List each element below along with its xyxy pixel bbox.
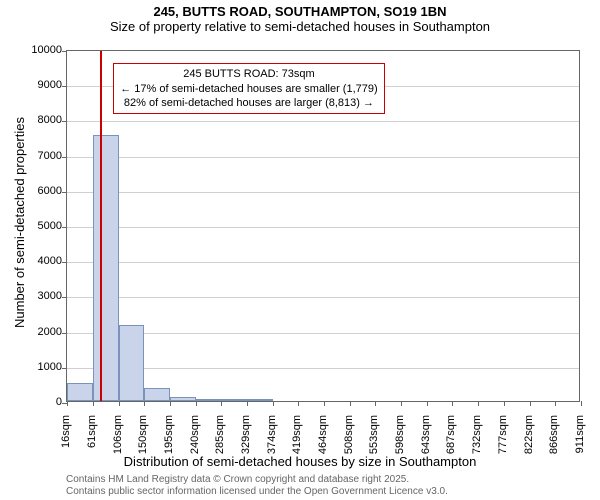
histogram-bar xyxy=(67,383,93,401)
x-tick-label: 61sqm xyxy=(86,415,98,455)
x-tick-mark xyxy=(401,401,402,406)
x-tick-mark xyxy=(350,401,351,406)
x-tick-label: 150sqm xyxy=(137,415,149,455)
y-tick-mark xyxy=(62,227,67,228)
gridline xyxy=(67,157,579,158)
y-tick-label: 1000 xyxy=(38,361,62,373)
histogram-bar xyxy=(196,399,222,401)
x-tick-mark xyxy=(119,401,120,406)
x-tick-mark xyxy=(298,401,299,406)
x-tick-label: 598sqm xyxy=(394,415,406,455)
x-tick-label: 687sqm xyxy=(445,415,457,455)
x-tick-mark xyxy=(144,401,145,406)
x-tick-label: 732sqm xyxy=(471,415,483,455)
y-tick-mark xyxy=(62,86,67,87)
gridline xyxy=(67,192,579,193)
histogram-bar xyxy=(93,135,119,401)
histogram-bar xyxy=(221,399,246,401)
histogram-bar xyxy=(144,388,170,401)
y-tick-label: 9000 xyxy=(38,79,62,91)
x-tick-label: 106sqm xyxy=(112,415,124,455)
y-tick-label: 2000 xyxy=(38,326,62,338)
info-box-line: 82% of semi-detached houses are larger (… xyxy=(120,96,377,110)
x-tick-mark xyxy=(581,401,582,406)
x-tick-label: 911sqm xyxy=(574,415,586,455)
y-tick-label: 7000 xyxy=(38,150,62,162)
x-tick-mark xyxy=(504,401,505,406)
y-tick-label: 4000 xyxy=(38,255,62,267)
x-tick-mark xyxy=(196,401,197,406)
property-marker-line xyxy=(100,51,102,401)
chart-subtitle: Size of property relative to semi-detach… xyxy=(0,19,600,34)
x-tick-label: 553sqm xyxy=(368,415,380,455)
footer-line-2: Contains public sector information licen… xyxy=(66,486,448,497)
gridline xyxy=(67,262,579,263)
x-tick-mark xyxy=(170,401,171,406)
x-tick-label: 329sqm xyxy=(240,415,252,455)
x-tick-mark xyxy=(67,401,68,406)
y-tick-mark xyxy=(62,192,67,193)
y-tick-label: 6000 xyxy=(38,185,62,197)
x-tick-label: 822sqm xyxy=(523,415,535,455)
x-tick-label: 508sqm xyxy=(343,415,355,455)
y-tick-mark xyxy=(62,51,67,52)
gridline xyxy=(67,121,579,122)
x-tick-label: 16sqm xyxy=(60,415,72,455)
x-axis-title: Distribution of semi-detached houses by … xyxy=(0,454,600,469)
x-tick-label: 643sqm xyxy=(420,415,432,455)
histogram-bar xyxy=(247,399,273,401)
x-tick-mark xyxy=(375,401,376,406)
y-tick-mark xyxy=(62,121,67,122)
y-tick-mark xyxy=(62,262,67,263)
x-tick-mark xyxy=(555,401,556,406)
y-tick-mark xyxy=(62,157,67,158)
x-tick-mark xyxy=(324,401,325,406)
x-tick-label: 285sqm xyxy=(214,415,226,455)
y-tick-label: 10000 xyxy=(31,44,62,56)
x-tick-mark xyxy=(427,401,428,406)
histogram-bar xyxy=(119,325,144,401)
y-axis-title: Number of semi-detached properties xyxy=(12,117,27,328)
histogram-bar xyxy=(170,397,196,401)
y-tick-mark xyxy=(62,297,67,298)
x-tick-label: 195sqm xyxy=(163,415,175,455)
x-tick-mark xyxy=(530,401,531,406)
x-tick-label: 240sqm xyxy=(189,415,201,455)
chart-header: 245, BUTTS ROAD, SOUTHAMPTON, SO19 1BN S… xyxy=(0,0,600,34)
gridline xyxy=(67,297,579,298)
x-tick-mark xyxy=(93,401,94,406)
y-tick-mark xyxy=(62,368,67,369)
x-tick-mark xyxy=(273,401,274,406)
info-box-line: ← 17% of semi-detached houses are smalle… xyxy=(120,82,377,96)
x-tick-mark xyxy=(247,401,248,406)
x-tick-label: 777sqm xyxy=(497,415,509,455)
x-tick-label: 464sqm xyxy=(317,415,329,455)
x-tick-label: 374sqm xyxy=(266,415,278,455)
histogram-plot: 245 BUTTS ROAD: 73sqm← 17% of semi-detac… xyxy=(66,50,580,402)
y-tick-label: 5000 xyxy=(38,220,62,232)
y-tick-mark xyxy=(62,333,67,334)
address-title: 245, BUTTS ROAD, SOUTHAMPTON, SO19 1BN xyxy=(0,4,600,19)
x-tick-mark xyxy=(221,401,222,406)
info-box-line: 245 BUTTS ROAD: 73sqm xyxy=(120,67,377,81)
y-tick-label: 3000 xyxy=(38,290,62,302)
x-tick-mark xyxy=(478,401,479,406)
property-info-box: 245 BUTTS ROAD: 73sqm← 17% of semi-detac… xyxy=(113,63,384,114)
y-tick-label: 8000 xyxy=(38,114,62,126)
x-tick-mark xyxy=(452,401,453,406)
x-tick-label: 866sqm xyxy=(548,415,560,455)
footer-line-1: Contains HM Land Registry data © Crown c… xyxy=(66,474,409,485)
x-tick-label: 419sqm xyxy=(291,415,303,455)
y-tick-label: 0 xyxy=(56,396,62,408)
gridline xyxy=(67,227,579,228)
